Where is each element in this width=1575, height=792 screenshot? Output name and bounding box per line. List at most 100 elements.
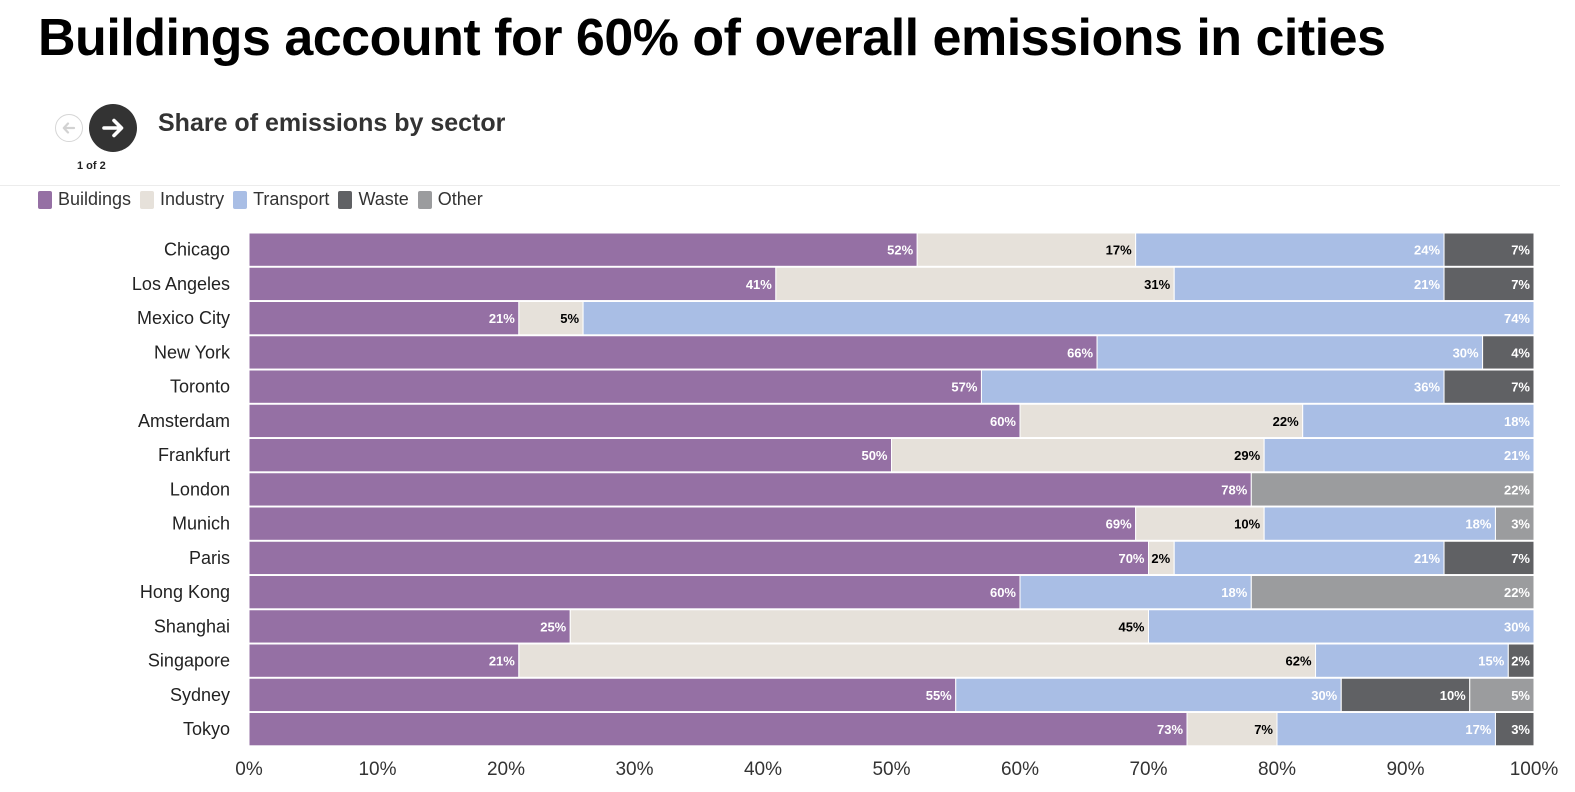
data-label: 66% (1067, 345, 1093, 360)
data-label: 7% (1511, 551, 1530, 566)
bar-segment-buildings (248, 643, 520, 678)
data-label: 17% (1465, 722, 1491, 737)
data-label: 74% (1504, 311, 1530, 326)
data-label: 2% (1511, 654, 1530, 669)
legend-label: Other (437, 189, 483, 209)
data-label: 57% (951, 380, 977, 395)
x-tick-label: 10% (358, 759, 396, 780)
x-tick-label: 50% (872, 759, 910, 780)
legend-item-transport[interactable]: Transport (233, 189, 329, 210)
divider (0, 185, 1560, 186)
data-label: 21% (1414, 551, 1440, 566)
bar-segment-transport (1019, 575, 1252, 610)
bar-segment-buildings (248, 335, 1098, 370)
data-label: 78% (1221, 482, 1247, 497)
bar-segment-transport (1263, 506, 1496, 541)
category-label: New York (154, 342, 231, 362)
data-label: 21% (1414, 277, 1440, 292)
bar-segment-transport (1276, 712, 1496, 747)
legend-swatch (140, 190, 155, 209)
data-label: 22% (1504, 482, 1530, 497)
bar-segment-industry (518, 643, 1317, 678)
bar-segment-buildings (248, 677, 957, 713)
x-tick-label: 100% (1510, 759, 1559, 780)
legend-swatch (233, 190, 248, 209)
bar-segment-buildings (248, 506, 1137, 541)
legend-label: Buildings (58, 189, 132, 209)
data-label: 70% (1118, 551, 1144, 566)
data-label: 31% (1144, 277, 1170, 292)
x-tick-label: 70% (1129, 759, 1167, 780)
bar-segment-buildings (248, 266, 777, 302)
data-label: 17% (1106, 243, 1132, 258)
category-label: Tokyo (183, 719, 230, 739)
bar-segment-buildings (248, 232, 918, 267)
legend-item-industry[interactable]: Industry (140, 189, 224, 210)
x-tick-label: 90% (1386, 759, 1424, 780)
data-label: 21% (1504, 448, 1530, 463)
data-label: 21% (489, 654, 515, 669)
category-label: Chicago (164, 240, 230, 260)
category-label: Toronto (170, 377, 230, 397)
data-label: 21% (489, 311, 515, 326)
category-label: Hong Kong (140, 582, 230, 602)
bar-segment-buildings (248, 712, 1188, 747)
data-label: 30% (1311, 688, 1337, 703)
bar-segment-transport (1148, 609, 1535, 644)
data-label: 7% (1511, 243, 1530, 258)
arrow-right-icon (102, 118, 124, 138)
chart-navigation: 1 of 2 (55, 104, 145, 176)
category-label: Munich (172, 514, 230, 534)
bar-segment-transport (1173, 540, 1445, 576)
data-label: 7% (1254, 722, 1273, 737)
bar-segment-waste (1443, 540, 1535, 576)
bar-segment-industry (775, 266, 1175, 302)
bar-segment-buildings (248, 609, 571, 644)
legend-swatch (417, 190, 432, 209)
data-label: 22% (1504, 585, 1530, 600)
bar-segment-industry (1019, 403, 1304, 439)
bar-segment-buildings (248, 575, 1021, 610)
bar-segment-other (1469, 677, 1535, 713)
x-tick-label: 0% (235, 759, 263, 780)
bar-segment-waste (1507, 643, 1535, 678)
bar-segment-buildings (248, 369, 982, 404)
data-label: 60% (990, 414, 1016, 429)
data-label: 10% (1234, 517, 1260, 532)
category-label: Mexico City (137, 308, 230, 328)
category-label: Shanghai (154, 616, 230, 636)
chart-legend: Buildings Industry Transport Waste Other (38, 189, 492, 210)
category-label: Singapore (148, 651, 230, 671)
data-label: 36% (1414, 380, 1440, 395)
page-title: Buildings account for 60% of overall emi… (38, 9, 1386, 67)
bar-segment-waste (1340, 677, 1471, 713)
data-label: 7% (1511, 380, 1530, 395)
data-label: 18% (1504, 414, 1530, 429)
x-tick-label: 40% (744, 759, 782, 780)
legend-item-buildings[interactable]: Buildings (38, 189, 131, 210)
bar-segment-transport (1135, 232, 1445, 267)
category-label: Paris (189, 548, 230, 568)
bar-segment-transport (1315, 643, 1509, 678)
legend-item-waste[interactable]: Waste (338, 189, 409, 210)
data-label: 60% (990, 585, 1016, 600)
chart-page-counter: 1 of 2 (77, 160, 106, 172)
chart-subtitle: Share of emissions by sector (158, 109, 506, 137)
data-label: 69% (1106, 517, 1132, 532)
bar-segment-transport (1302, 403, 1535, 439)
legend-item-other[interactable]: Other (417, 189, 483, 210)
bar-segment-industry (891, 438, 1265, 473)
data-label: 25% (540, 619, 566, 634)
data-label: 55% (926, 688, 952, 703)
legend-label: Industry (160, 189, 225, 209)
bar-segment-industry (1135, 506, 1265, 541)
previous-chart-button[interactable] (55, 114, 83, 142)
bar-segment-other (1250, 472, 1535, 507)
data-label: 24% (1414, 243, 1440, 258)
next-chart-button[interactable] (89, 104, 137, 152)
data-label: 15% (1478, 654, 1504, 669)
data-label: 10% (1440, 688, 1466, 703)
bar-segment-other (1250, 575, 1535, 610)
x-tick-label: 20% (487, 759, 525, 780)
